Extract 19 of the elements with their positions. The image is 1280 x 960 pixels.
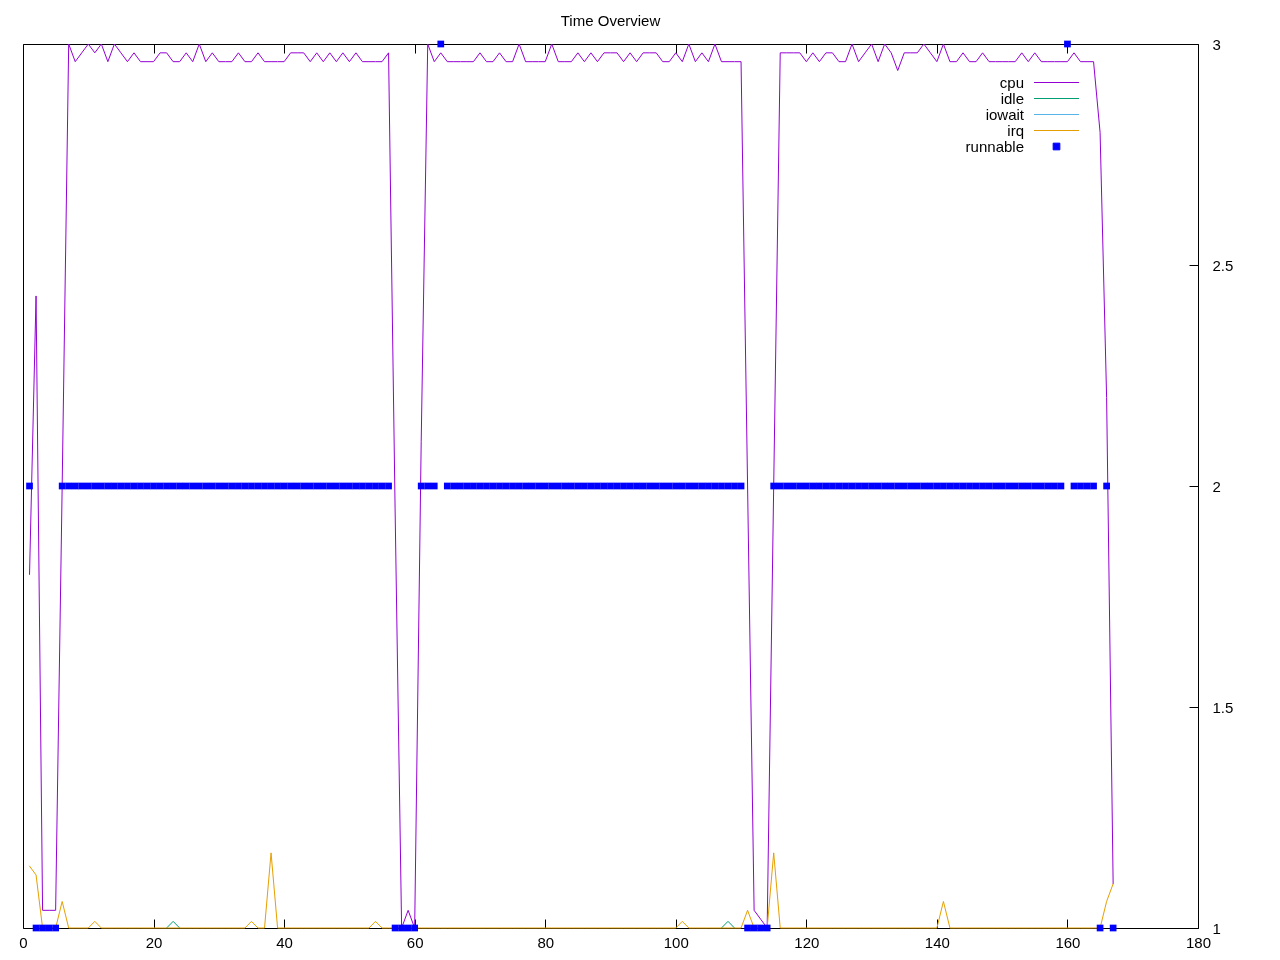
y-tick-label: 2.5 — [1212, 256, 1234, 274]
y-tick-label: 1 — [1212, 919, 1221, 937]
x-tick-label: 60 — [406, 933, 424, 951]
x-tick-label: 100 — [663, 933, 689, 951]
x-tick-label: 40 — [276, 933, 293, 951]
x-tick-label: 120 — [794, 933, 820, 951]
y-tick-label: 2 — [1212, 477, 1221, 495]
x-tick-label: 180 — [1185, 933, 1212, 951]
x-tick-label: 80 — [537, 933, 555, 951]
legend-label: cpu — [999, 73, 1024, 91]
legend-label: irq — [1007, 121, 1024, 139]
y-tick-label: 3 — [1212, 35, 1221, 53]
x-tick-label: 20 — [145, 933, 163, 951]
x-tick-label: 140 — [924, 933, 950, 951]
y-tick-label: 1.5 — [1212, 698, 1234, 716]
legend-label: iowait — [985, 105, 1025, 123]
x-tick-label: 0 — [19, 933, 28, 951]
x-tick-label: 160 — [1055, 933, 1081, 951]
chart-title: Time Overview — [560, 12, 661, 29]
